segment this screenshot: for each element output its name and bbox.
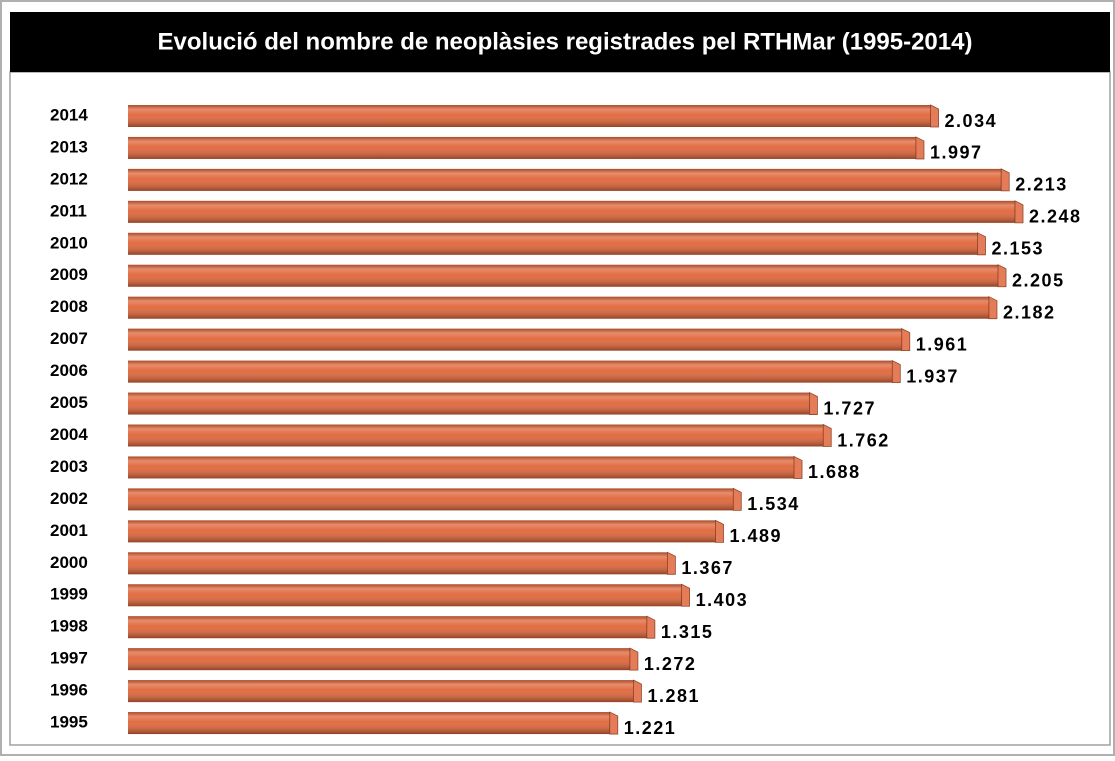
bar-shade	[128, 264, 999, 287]
y-tick-label: 2012	[50, 169, 88, 188]
value-label: 1.272	[644, 654, 697, 674]
value-label: 2.213	[1015, 175, 1068, 195]
y-tick-label: 2014	[50, 105, 88, 124]
value-label: 2.034	[945, 111, 998, 131]
y-tick-label: 1997	[50, 649, 88, 668]
bar-shade	[128, 456, 795, 479]
value-label: 1.315	[661, 622, 714, 642]
value-label: 2.153	[992, 239, 1045, 259]
bar-shade	[128, 648, 630, 671]
bar-shade	[128, 616, 647, 639]
y-tick-label: 2000	[50, 553, 88, 572]
y-tick-label: 2010	[50, 233, 88, 252]
bar-shade	[128, 296, 989, 319]
title-bar	[10, 12, 1110, 72]
y-tick-label: 1996	[50, 681, 88, 700]
value-label: 1.281	[647, 686, 700, 706]
bar-shade	[128, 552, 668, 575]
y-tick-label: 1995	[50, 713, 88, 732]
bar-end	[901, 328, 911, 352]
bar-shade	[128, 232, 978, 255]
y-tick-label: 2004	[50, 425, 88, 444]
value-label: 1.961	[916, 334, 969, 354]
bar-shade	[128, 680, 634, 703]
y-tick-label: 2009	[50, 265, 88, 284]
bar-end	[609, 711, 619, 735]
bar-end	[732, 487, 742, 511]
bar-end	[977, 232, 986, 256]
value-label: 1.403	[696, 590, 749, 610]
bar-end	[666, 551, 676, 575]
bar-end	[997, 264, 1007, 288]
value-label: 2.205	[1012, 271, 1065, 291]
y-tick-label: 2003	[50, 457, 88, 476]
y-tick-label: 2005	[50, 393, 88, 412]
bar-end	[646, 615, 656, 639]
y-tick-label: 1999	[50, 585, 88, 604]
bar-end	[633, 679, 642, 703]
bar-end	[1000, 168, 1010, 192]
bar-shade	[128, 200, 1015, 223]
value-label: 2.182	[1003, 302, 1056, 322]
value-label: 2.248	[1029, 207, 1082, 227]
y-tick-label: 2002	[50, 489, 88, 508]
y-tick-label: 2011	[50, 201, 87, 220]
chart-title: Evolució del nombre de neoplàsies regist…	[158, 28, 973, 55]
value-label: 1.997	[930, 143, 983, 163]
bar-end	[809, 391, 818, 415]
value-label: 1.762	[837, 430, 890, 450]
value-label: 1.534	[747, 494, 800, 514]
bar-end	[988, 296, 998, 320]
value-label: 1.221	[624, 718, 677, 738]
bar-shade	[128, 360, 893, 383]
value-label: 1.367	[681, 558, 734, 578]
bar-end	[793, 455, 803, 479]
bar-end	[629, 647, 639, 671]
value-label: 1.727	[823, 398, 876, 418]
bar-end	[930, 104, 939, 128]
bar-shade	[128, 712, 610, 735]
y-tick-label: 2007	[50, 329, 88, 348]
value-label: 1.688	[808, 462, 861, 482]
bar-shade	[128, 488, 734, 511]
bar-end	[822, 423, 832, 447]
bar-shade	[128, 168, 1002, 191]
bar-shade	[128, 520, 716, 543]
bar-end	[1014, 200, 1024, 224]
bar-end	[915, 136, 925, 160]
bar-shade	[128, 105, 931, 127]
y-tick-label: 2001	[50, 521, 88, 540]
value-label: 1.489	[730, 526, 783, 546]
value-label: 1.937	[906, 366, 959, 386]
bar-shade	[128, 584, 682, 607]
bar-shade	[128, 136, 916, 159]
bar-end	[681, 583, 690, 607]
bar-end	[891, 359, 901, 384]
bar-shade	[128, 424, 824, 447]
bar-end	[715, 519, 724, 543]
y-tick-label: 2008	[50, 297, 88, 316]
y-tick-label: 2006	[50, 361, 88, 380]
y-tick-label: 2013	[50, 137, 88, 156]
bar-shade	[128, 392, 810, 415]
y-tick-label: 1998	[50, 617, 88, 636]
bar-shade	[128, 328, 902, 351]
